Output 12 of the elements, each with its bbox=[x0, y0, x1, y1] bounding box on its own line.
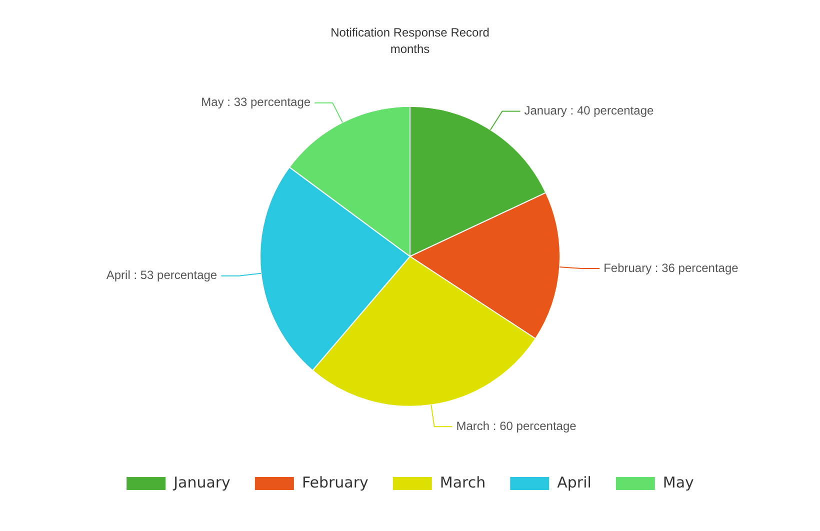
chart-title: Notification Response Record bbox=[330, 26, 490, 40]
data-label: February : 36 percentage bbox=[604, 260, 739, 275]
data-label: April : 53 percentage bbox=[106, 268, 218, 282]
data-label: March : 60 percentage bbox=[456, 418, 577, 433]
data-label: January : 40 percentage bbox=[524, 104, 654, 118]
legend-label: May bbox=[662, 473, 694, 492]
legend-label: February bbox=[302, 473, 369, 492]
chart-subtitle: months bbox=[390, 42, 430, 56]
data-label: May : 33 percentage bbox=[201, 95, 311, 110]
legend-label: January bbox=[172, 473, 231, 492]
legend-label: March bbox=[440, 473, 486, 492]
legend-label: April bbox=[557, 473, 592, 492]
